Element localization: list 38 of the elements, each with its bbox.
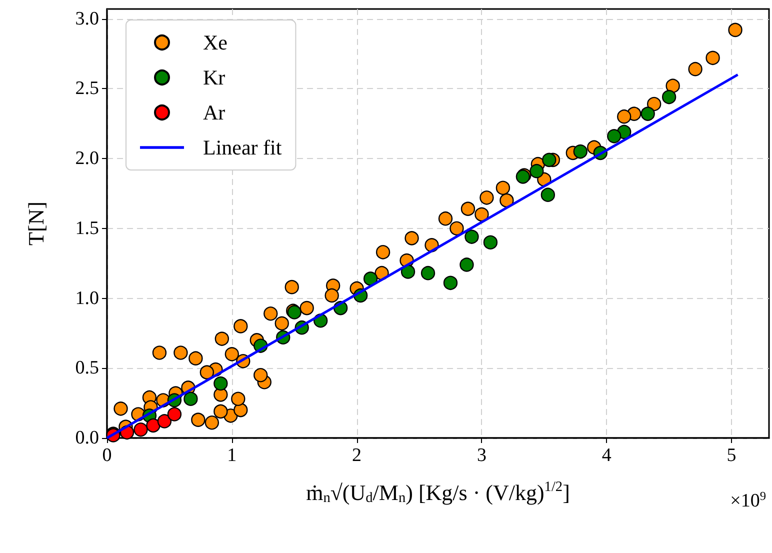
- y-tick-label: 1.0: [75, 288, 99, 309]
- y-axis-title: T[N]: [24, 202, 48, 246]
- y-tick-label: 0.5: [75, 358, 99, 379]
- x-tick-label: 1: [227, 445, 237, 466]
- x-tick-label: 4: [602, 445, 612, 466]
- point: [420, 266, 436, 280]
- point: [460, 258, 474, 272]
- point: [167, 407, 182, 422]
- legend-label: Linear fit: [203, 136, 282, 160]
- point: [540, 188, 556, 202]
- point: [400, 264, 416, 279]
- point: [607, 129, 622, 144]
- x-tick-label: 2: [352, 445, 362, 466]
- point: [530, 164, 544, 178]
- legend-label: Kr: [203, 66, 226, 90]
- point: [443, 276, 458, 290]
- legend-label: Ar: [203, 100, 226, 124]
- point: [542, 152, 556, 168]
- y-tick-label: 2.5: [75, 78, 99, 100]
- x-tick-label: 3: [476, 445, 486, 466]
- point: [184, 392, 198, 406]
- point: [640, 106, 655, 121]
- x-tick-label: 5: [726, 445, 736, 466]
- y-tick-label: 0.0: [75, 428, 99, 448]
- point: [214, 376, 228, 391]
- point: [662, 90, 676, 104]
- x-tick-label: 0: [102, 445, 112, 466]
- y-tick-label: 1.5: [75, 218, 99, 239]
- point: [157, 414, 172, 428]
- point: [146, 418, 160, 433]
- point: [483, 235, 498, 250]
- point: [363, 272, 378, 286]
- y-tick-label: 2.0: [75, 148, 99, 170]
- point: [134, 422, 148, 437]
- y-tick-label: 3.0: [75, 8, 99, 30]
- point: [573, 144, 588, 159]
- point: [464, 230, 479, 244]
- legend-label: Xe: [203, 30, 228, 54]
